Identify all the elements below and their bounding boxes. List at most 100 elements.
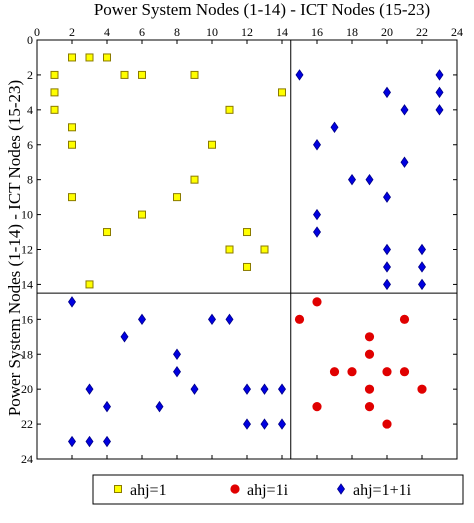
data-point	[243, 383, 251, 395]
data-point	[243, 418, 251, 430]
data-point	[364, 349, 375, 359]
x-tick-label: 22	[416, 25, 428, 39]
data-point	[347, 367, 357, 377]
data-point	[68, 296, 76, 308]
data-point	[243, 262, 251, 271]
series-1	[50, 53, 286, 289]
data-point	[68, 193, 76, 202]
data-point	[348, 173, 356, 186]
data-point	[85, 435, 94, 448]
legend-box	[92, 474, 464, 505]
y-tick-label: 2	[27, 68, 33, 82]
data-point	[417, 384, 427, 394]
axis-ticks: 0 2 4 6 8 10 12 14 16 18 20 22 240246810121416182022…	[21, 25, 463, 466]
legend-label: ahj=1i	[247, 482, 289, 499]
data-point	[400, 104, 409, 116]
data-point	[435, 104, 444, 116]
data-point	[260, 418, 269, 430]
legend-item: ahj=1	[114, 482, 167, 499]
data-point	[50, 70, 59, 79]
data-point	[68, 435, 76, 448]
x-tick-label: 2	[69, 25, 75, 39]
data-point	[68, 53, 76, 62]
x-tick-label: 8	[174, 25, 180, 39]
data-point	[68, 123, 76, 132]
data-point	[260, 383, 269, 395]
data-point	[312, 402, 322, 412]
quadrant-dividers	[37, 40, 457, 459]
data-point	[260, 245, 269, 254]
data-point	[329, 367, 340, 377]
data-point	[382, 419, 392, 429]
x-tick-label: 12	[241, 25, 253, 39]
data-point	[85, 280, 94, 289]
data-point	[138, 313, 146, 326]
data-point	[103, 400, 111, 413]
y-tick-label: 10	[21, 208, 33, 222]
y-tick-label: 8	[27, 173, 33, 187]
data-point	[382, 367, 392, 377]
data-point	[364, 402, 375, 412]
legend-item: ahj=1+1i	[337, 482, 412, 499]
data-point	[383, 86, 391, 99]
y-tick-label: 18	[21, 347, 33, 361]
data-point	[330, 121, 339, 133]
data-point	[400, 156, 409, 168]
data-point	[278, 383, 286, 395]
data-point	[364, 384, 375, 394]
y-tick-label: 14	[21, 277, 33, 291]
x-tick-label: 24	[451, 25, 463, 39]
data-point	[312, 297, 322, 307]
data-point	[383, 243, 391, 256]
data-point	[278, 418, 286, 430]
chart-title: Power System Nodes (1-14) - ICT Nodes (1…	[94, 0, 430, 19]
data-point	[208, 313, 216, 326]
data-point	[173, 348, 181, 360]
data-point	[418, 278, 426, 291]
y-tick-label: 24	[21, 452, 33, 466]
y-tick-label: 16	[21, 312, 33, 326]
legend-label: ahj=1	[130, 482, 167, 499]
x-tick-label: 4	[104, 25, 110, 39]
data-point	[103, 435, 111, 448]
y-tick-label: 22	[21, 417, 33, 431]
y-tick-label: 12	[21, 243, 33, 257]
data-point	[155, 400, 164, 413]
y-tick-label: 20	[21, 382, 33, 396]
legend-marker	[230, 484, 240, 494]
series-2	[294, 297, 427, 429]
data-point	[418, 243, 426, 256]
series-3	[68, 69, 444, 448]
data-point	[138, 210, 146, 219]
data-point	[208, 140, 216, 149]
data-point	[295, 69, 304, 81]
data-point	[173, 366, 181, 378]
data-point	[50, 88, 59, 97]
legend-item: ahj=1i	[230, 482, 289, 499]
x-tick-label: 16	[311, 25, 323, 39]
x-tick-label: 10	[206, 25, 218, 39]
legend: ahj=1 ahj=1i ahj=1+1i	[92, 474, 464, 505]
data-point	[85, 383, 94, 395]
x-tick-label: 18	[346, 25, 358, 39]
data-point	[173, 193, 181, 202]
data-point	[364, 332, 375, 342]
data-point	[313, 139, 321, 151]
data-point	[418, 261, 426, 273]
data-point	[294, 314, 305, 324]
data-point	[225, 245, 234, 254]
data-point	[85, 53, 94, 62]
data-point	[103, 228, 111, 237]
data-point	[190, 175, 199, 184]
legend-label: ahj=1+1i	[353, 482, 412, 499]
data-point	[138, 70, 146, 79]
legend-marker	[337, 483, 345, 495]
data-point	[399, 314, 410, 324]
data-point	[365, 173, 374, 186]
data-points	[50, 53, 444, 448]
x-tick-label: 6	[139, 25, 145, 39]
data-point	[383, 278, 391, 291]
data-point	[435, 69, 444, 81]
x-tick-label: 14	[276, 25, 288, 39]
